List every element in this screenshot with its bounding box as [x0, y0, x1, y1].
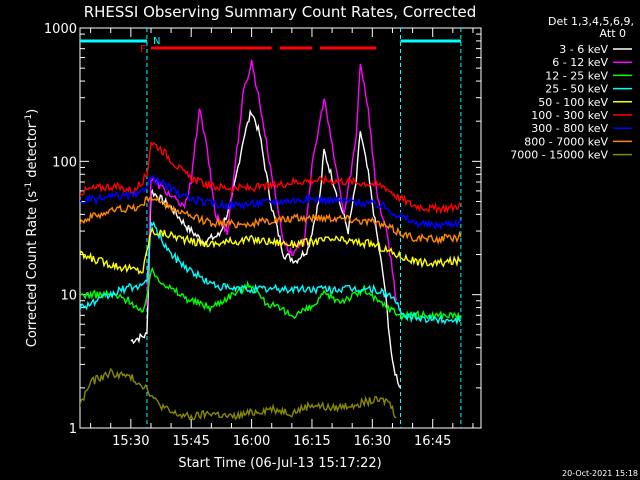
plot-layer: 1 10 100 1000 15:30 15:45 16:00 16:15 16:30 16:45…	[44, 22, 482, 449]
series-line	[80, 367, 397, 421]
series-line	[80, 220, 462, 326]
legend-entry-label: 12 - 25 keV	[545, 69, 608, 82]
legend-entry-label: 300 - 800 keV	[531, 122, 608, 135]
legend-entry-label: 800 - 7000 keV	[524, 135, 608, 148]
x-tick-label: 15:30	[112, 434, 149, 449]
y-tick-label: 1	[69, 422, 77, 437]
legend-header-line2: Att 0	[600, 27, 626, 40]
y-axis-label-mid: detector	[25, 122, 40, 182]
legend-entry-label: 25 - 50 keV	[545, 83, 608, 96]
series-line	[80, 174, 462, 231]
x-tick-label: 16:15	[293, 434, 330, 449]
y-axis-label: Corrected Count Rate (s-1 detector-1)	[24, 109, 40, 347]
legend-header-line1: Det 1,3,4,5,6,9,	[548, 15, 634, 28]
legend-entry-label: 100 - 300 keV	[531, 109, 608, 122]
x-tick-label: 15:45	[172, 434, 209, 449]
y-axis-label-main: Corrected Count Rate (s	[25, 191, 40, 348]
y-axis-label-end: )	[25, 109, 40, 114]
x-axis-label: Start Time (06-Jul-13 15:17:22)	[178, 456, 381, 471]
chart-title: RHESSI Observing Summary Count Rates, Co…	[84, 3, 477, 21]
y-tick-label: 100	[52, 155, 77, 170]
x-tick-label: 16:00	[233, 434, 270, 449]
y-tick-label: 1000	[44, 22, 77, 37]
legend-entry-label: 50 - 100 keV	[538, 96, 608, 109]
series-line	[80, 226, 462, 275]
y-tick-label: 10	[60, 289, 77, 304]
footer-date: 20-Oct-2021 15:18	[562, 469, 638, 478]
legend-entry-label: 3 - 6 keV	[559, 43, 608, 56]
series-line	[146, 59, 398, 306]
series-line	[80, 140, 462, 215]
y-axis-label-sup1: -1	[24, 182, 34, 191]
night-marker-label: N	[153, 36, 160, 47]
x-tick-label: 16:45	[414, 434, 451, 449]
y-axis-label-sup2: -1	[24, 114, 34, 123]
x-tick-label: 16:30	[354, 434, 391, 449]
series-line	[80, 266, 462, 322]
series-line	[130, 108, 402, 389]
legend-entry-label: 7000 - 15000 keV	[510, 149, 608, 162]
flare-marker-label: F	[140, 44, 146, 55]
legend-entry-label: 6 - 12 keV	[552, 56, 608, 69]
plot-frame	[79, 27, 482, 429]
series-line	[80, 195, 462, 246]
series-group	[80, 59, 462, 421]
